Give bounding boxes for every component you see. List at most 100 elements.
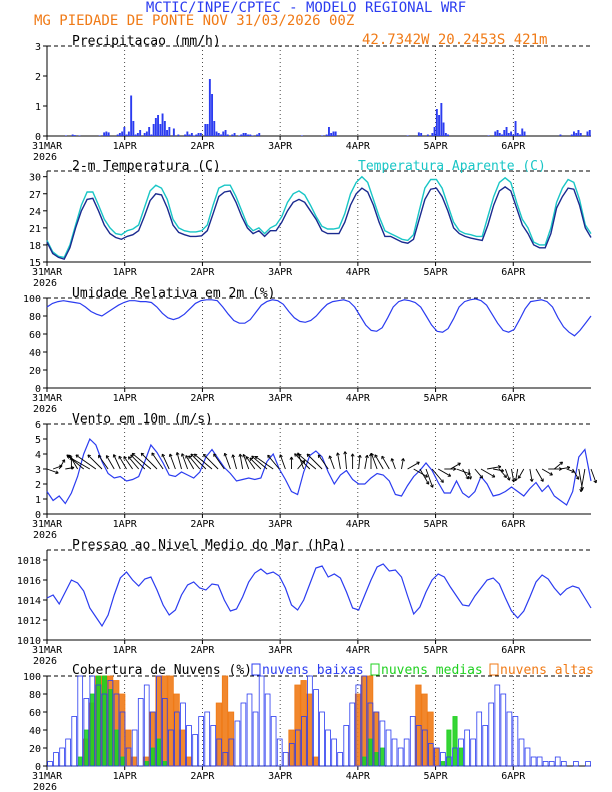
y-tick-label: 1 xyxy=(35,102,41,113)
cloud-low-bar xyxy=(343,725,350,767)
cloud-low-bar xyxy=(65,738,71,767)
y-tick-label: 100 xyxy=(23,294,41,305)
precip-bar xyxy=(123,127,126,136)
y-tick-label: 1016 xyxy=(17,576,41,587)
cloud-low-bar xyxy=(524,747,531,767)
wind-arrow xyxy=(431,468,444,483)
cloud-low-bar xyxy=(415,725,422,767)
wind-arrow xyxy=(193,453,213,470)
precip-bar xyxy=(125,134,128,136)
y-tick-label: 20 xyxy=(29,366,41,377)
wind-arrow xyxy=(468,468,473,480)
wind-arrow xyxy=(474,468,484,479)
y-tick-label: 2 xyxy=(35,72,41,83)
cloud-low-bar xyxy=(174,711,180,767)
precip-bar xyxy=(127,131,130,136)
precip-bar xyxy=(444,133,447,136)
precip-bar xyxy=(148,127,151,136)
cloud-mid-bar xyxy=(162,761,168,767)
precip-bar xyxy=(559,134,562,136)
x-year-label: 2026 xyxy=(33,530,57,541)
precip-bar xyxy=(132,121,135,136)
humidity-line xyxy=(46,298,592,337)
cloud-low-bar xyxy=(210,725,217,767)
wind-arrow xyxy=(185,455,195,470)
precip-bar xyxy=(251,135,254,136)
pres-title: Pressao ao Nivel Medio do Mar (hPa) xyxy=(72,538,346,553)
cloud-low-bar xyxy=(452,747,458,767)
temp-title: 2-m Temperatura (C) xyxy=(72,159,221,174)
cloud-mid-bar xyxy=(150,747,156,767)
precip-bar xyxy=(514,121,517,136)
cloud-mid-bar xyxy=(77,756,83,767)
precip-bar xyxy=(240,134,243,136)
precip-bar xyxy=(211,94,214,136)
wind-arrow xyxy=(535,468,544,482)
precip-bar xyxy=(521,128,524,136)
cloud-low-bar xyxy=(319,711,325,767)
x-tick-label: 5APR xyxy=(424,771,449,782)
x-tick-label: 6APR xyxy=(501,267,526,278)
precip-bar xyxy=(118,133,121,136)
cloud-low-bar xyxy=(421,729,428,767)
wind-arrow xyxy=(498,468,507,479)
wind-arrow xyxy=(127,456,140,470)
cloud-low-bar xyxy=(494,684,501,767)
wind-arrow xyxy=(425,468,434,488)
precip-bar xyxy=(573,131,575,136)
x-tick-label: 6APR xyxy=(501,393,526,404)
precip-bar xyxy=(188,134,191,136)
wind-arrow xyxy=(98,454,109,470)
wind-arrow xyxy=(554,461,564,470)
cloud-mid-bar xyxy=(114,729,120,767)
precip-bar xyxy=(159,124,162,136)
wind-arrow xyxy=(87,454,103,470)
cloud-low-bar xyxy=(355,684,362,767)
wind-arrow xyxy=(151,452,164,470)
wind-arrow xyxy=(419,468,430,485)
wind-arrow xyxy=(529,468,534,482)
precip-bar xyxy=(222,131,225,136)
wind-arrow xyxy=(381,455,390,470)
precip-bar xyxy=(438,115,441,136)
precip-bar xyxy=(487,135,490,136)
legend-high-swatch xyxy=(489,663,499,676)
cloud-low-bar xyxy=(282,752,289,767)
temperature-line xyxy=(46,186,592,261)
precip-bar xyxy=(505,127,508,136)
wind-arrow xyxy=(298,453,317,470)
x-tick-label: 2APR xyxy=(190,141,215,152)
precip-bar xyxy=(496,130,499,136)
y-tick-label: 30 xyxy=(29,173,41,184)
cloud-mid-bar xyxy=(458,747,464,767)
wind-arrow xyxy=(66,455,91,470)
precip-bar xyxy=(152,124,155,136)
cloud-low-bar xyxy=(391,738,398,767)
cloud-low-bar xyxy=(367,702,374,767)
wind-arrow xyxy=(188,455,201,470)
cloud-low-bar xyxy=(554,756,561,767)
cloud-low-bar xyxy=(252,711,259,767)
precip-bar xyxy=(442,122,445,136)
cloud-low-bar xyxy=(409,716,416,767)
cloud-low-bar xyxy=(573,761,579,767)
x-tick-label: 6APR xyxy=(501,141,526,152)
cloud-low-bar xyxy=(313,689,319,767)
precip-bar xyxy=(220,134,223,136)
wind-arrow xyxy=(242,453,250,470)
wind-arrow xyxy=(223,452,231,470)
x-tick-label: 1APR xyxy=(113,393,138,404)
cloud-low-bar xyxy=(536,756,543,767)
x-tick-label: 3APR xyxy=(268,771,293,782)
y-tick-label: 40 xyxy=(29,726,41,737)
precip-bar xyxy=(107,132,110,136)
header-title: MCTIC/INPE/CPTEC - MODELO REGIONAL WRF xyxy=(146,0,466,16)
cloud-low-bar xyxy=(361,675,368,767)
wind-arrow xyxy=(245,456,256,470)
y-tick-label: 20 xyxy=(29,744,41,755)
x-tick-label: 4APR xyxy=(346,267,371,278)
cloud-low-bar xyxy=(440,752,446,767)
x-tick-label: 4APR xyxy=(346,771,371,782)
cloud-low-bar xyxy=(113,693,120,767)
precip-bar xyxy=(193,135,196,136)
